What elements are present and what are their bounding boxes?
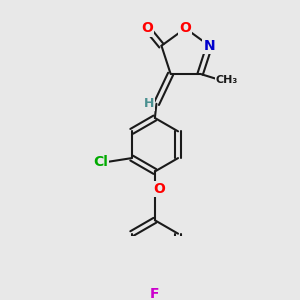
Text: N: N (204, 39, 215, 53)
Text: Cl: Cl (93, 155, 108, 169)
Text: H: H (143, 97, 154, 110)
Text: O: O (179, 21, 191, 35)
Text: F: F (150, 287, 160, 300)
Text: O: O (154, 182, 166, 196)
Text: CH₃: CH₃ (216, 75, 238, 85)
Text: O: O (141, 21, 153, 35)
